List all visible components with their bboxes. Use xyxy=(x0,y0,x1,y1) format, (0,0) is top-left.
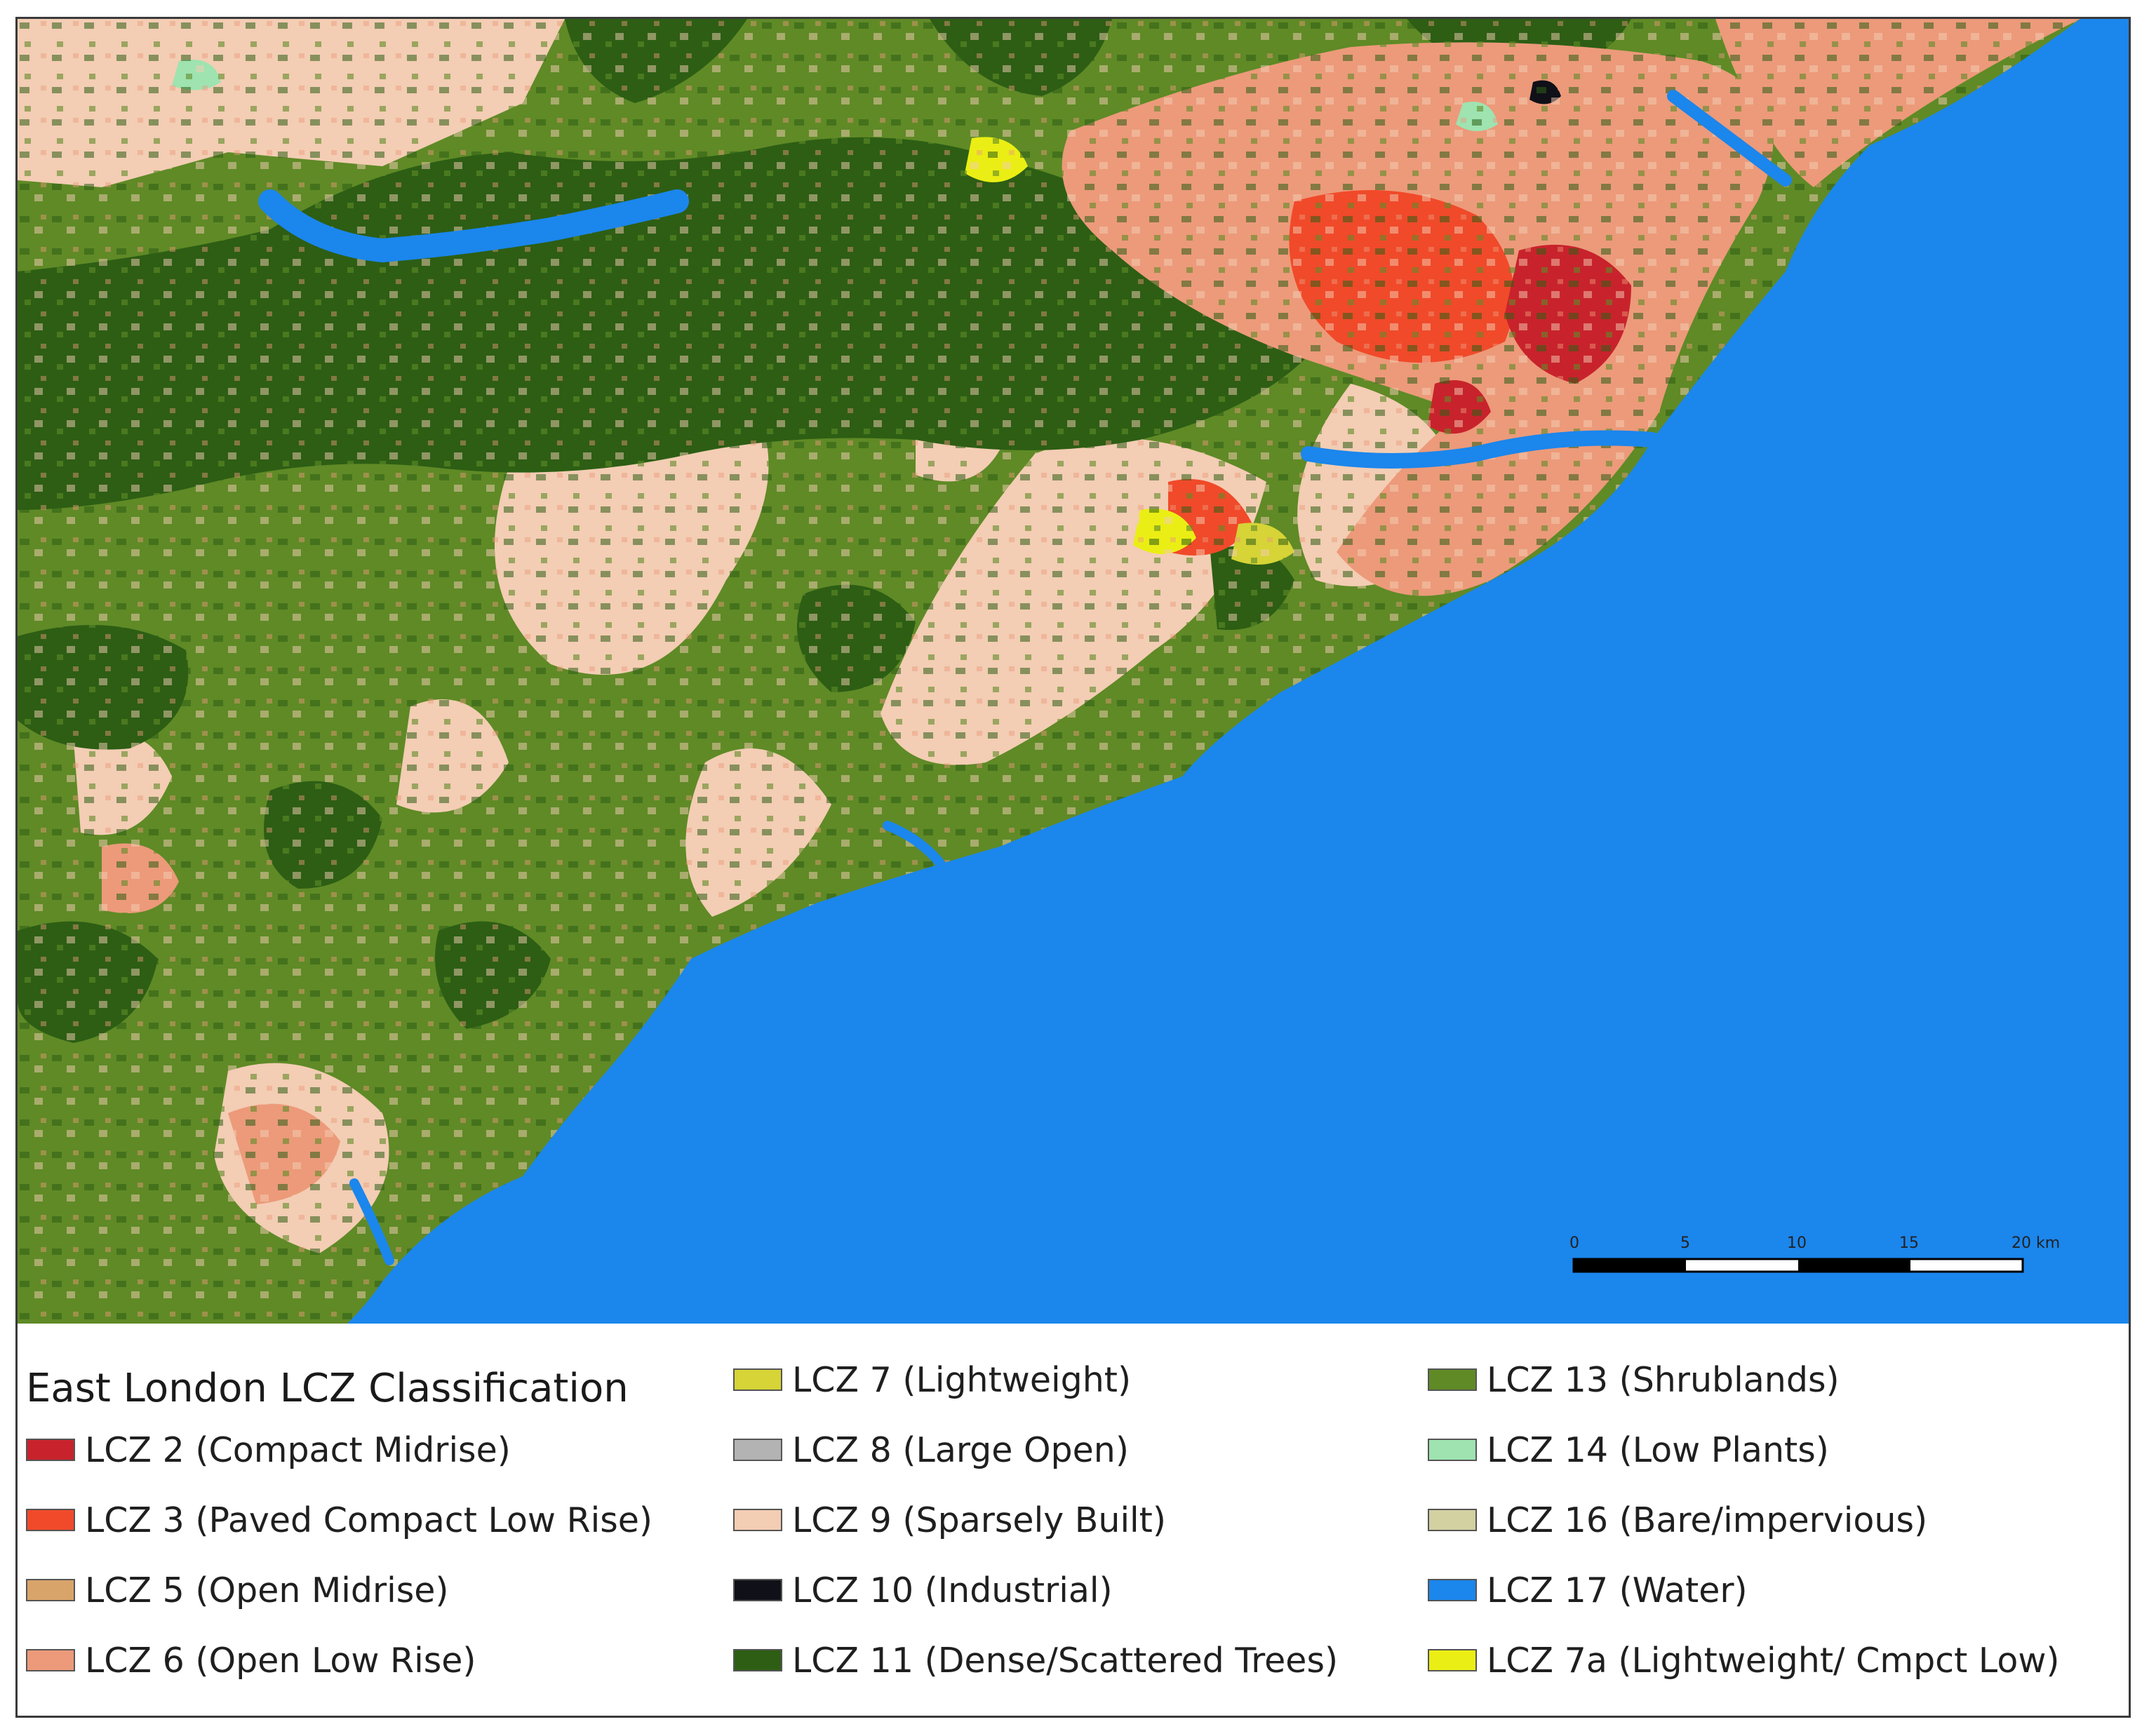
legend-swatch xyxy=(1428,1368,1477,1391)
legend-swatch xyxy=(733,1649,782,1671)
legend-label: LCZ 9 (Sparsely Built) xyxy=(792,1500,1166,1540)
legend-label: LCZ 8 (Large Open) xyxy=(792,1429,1129,1470)
legend-item-lcz7: LCZ 7 (Lightweight) xyxy=(733,1359,1131,1401)
scale-tick-label: 0 xyxy=(1569,1234,1579,1252)
legend-label: LCZ 14 (Low Plants) xyxy=(1487,1429,1829,1470)
legend-label: LCZ 3 (Paved Compact Low Rise) xyxy=(85,1500,653,1540)
ocean xyxy=(347,19,2129,1324)
legend-swatch xyxy=(1428,1509,1477,1531)
legend-item-lcz7a: LCZ 7a (Lightweight/ Cmpct Low) xyxy=(1428,1639,2060,1681)
legend-swatch xyxy=(1428,1579,1477,1601)
legend-label: LCZ 10 (Industrial) xyxy=(792,1570,1113,1610)
legend-swatch xyxy=(26,1579,75,1601)
legend-item-lcz9: LCZ 9 (Sparsely Built) xyxy=(733,1499,1166,1541)
legend-label: LCZ 5 (Open Midrise) xyxy=(85,1570,449,1610)
legend-item-lcz13: LCZ 13 (Shrublands) xyxy=(1428,1359,1840,1401)
legend-swatch xyxy=(1428,1649,1477,1671)
legend-swatch xyxy=(26,1439,75,1461)
legend-title: East London LCZ Classification xyxy=(26,1366,629,1411)
scale-bar: 0 5 10 15 20 km xyxy=(1569,1234,2060,1273)
legend-swatch xyxy=(733,1368,782,1391)
legend-item-lcz3: LCZ 3 (Paved Compact Low Rise) xyxy=(26,1499,652,1541)
legend-item-lcz17: LCZ 17 (Water) xyxy=(1428,1569,1748,1611)
legend: East London LCZ Classification LCZ 2 (Co… xyxy=(18,1324,2129,1716)
legend-swatch xyxy=(733,1439,782,1461)
legend-item-lcz11: LCZ 11 (Dense/Scattered Trees) xyxy=(733,1639,1338,1681)
legend-label: LCZ 16 (Bare/impervious) xyxy=(1487,1500,1928,1540)
legend-label: LCZ 11 (Dense/Scattered Trees) xyxy=(792,1640,1339,1681)
scale-tick-label: 5 xyxy=(1680,1234,1690,1252)
legend-item-lcz8: LCZ 8 (Large Open) xyxy=(733,1429,1129,1471)
legend-item-lcz5: LCZ 5 (Open Midrise) xyxy=(26,1569,449,1611)
map-figure: 0 5 10 15 20 km East London LCZ Classifi… xyxy=(15,17,2131,1718)
legend-swatch xyxy=(26,1509,75,1531)
legend-swatch xyxy=(26,1649,75,1671)
legend-label: LCZ 13 (Shrublands) xyxy=(1487,1359,1840,1400)
legend-item-lcz16: LCZ 16 (Bare/impervious) xyxy=(1428,1499,1927,1541)
rivers xyxy=(258,90,1792,1265)
legend-item-lcz6: LCZ 6 (Open Low Rise) xyxy=(26,1639,476,1681)
legend-item-lcz2: LCZ 2 (Compact Midrise) xyxy=(26,1429,511,1471)
legend-swatch xyxy=(733,1509,782,1531)
scale-bar-segment xyxy=(1798,1259,1910,1272)
legend-label: LCZ 6 (Open Low Rise) xyxy=(85,1640,476,1681)
legend-label: LCZ 2 (Compact Midrise) xyxy=(85,1429,511,1470)
legend-label: LCZ 7a (Lightweight/ Cmpct Low) xyxy=(1487,1640,2060,1681)
scale-tick-label: 20 km xyxy=(2011,1234,2060,1252)
legend-label: LCZ 17 (Water) xyxy=(1487,1570,1748,1610)
scale-tick-label: 15 xyxy=(1899,1234,1919,1252)
legend-swatch xyxy=(1428,1439,1477,1461)
scale-bar-segment xyxy=(1574,1259,1686,1272)
scale-tick-label: 10 xyxy=(1787,1234,1807,1252)
lcz-map: 0 5 10 15 20 km xyxy=(18,19,2129,1324)
legend-swatch xyxy=(733,1579,782,1601)
legend-item-lcz14: LCZ 14 (Low Plants) xyxy=(1428,1429,1829,1471)
legend-label: LCZ 7 (Lightweight) xyxy=(792,1359,1132,1400)
legend-item-lcz10: LCZ 10 (Industrial) xyxy=(733,1569,1113,1611)
